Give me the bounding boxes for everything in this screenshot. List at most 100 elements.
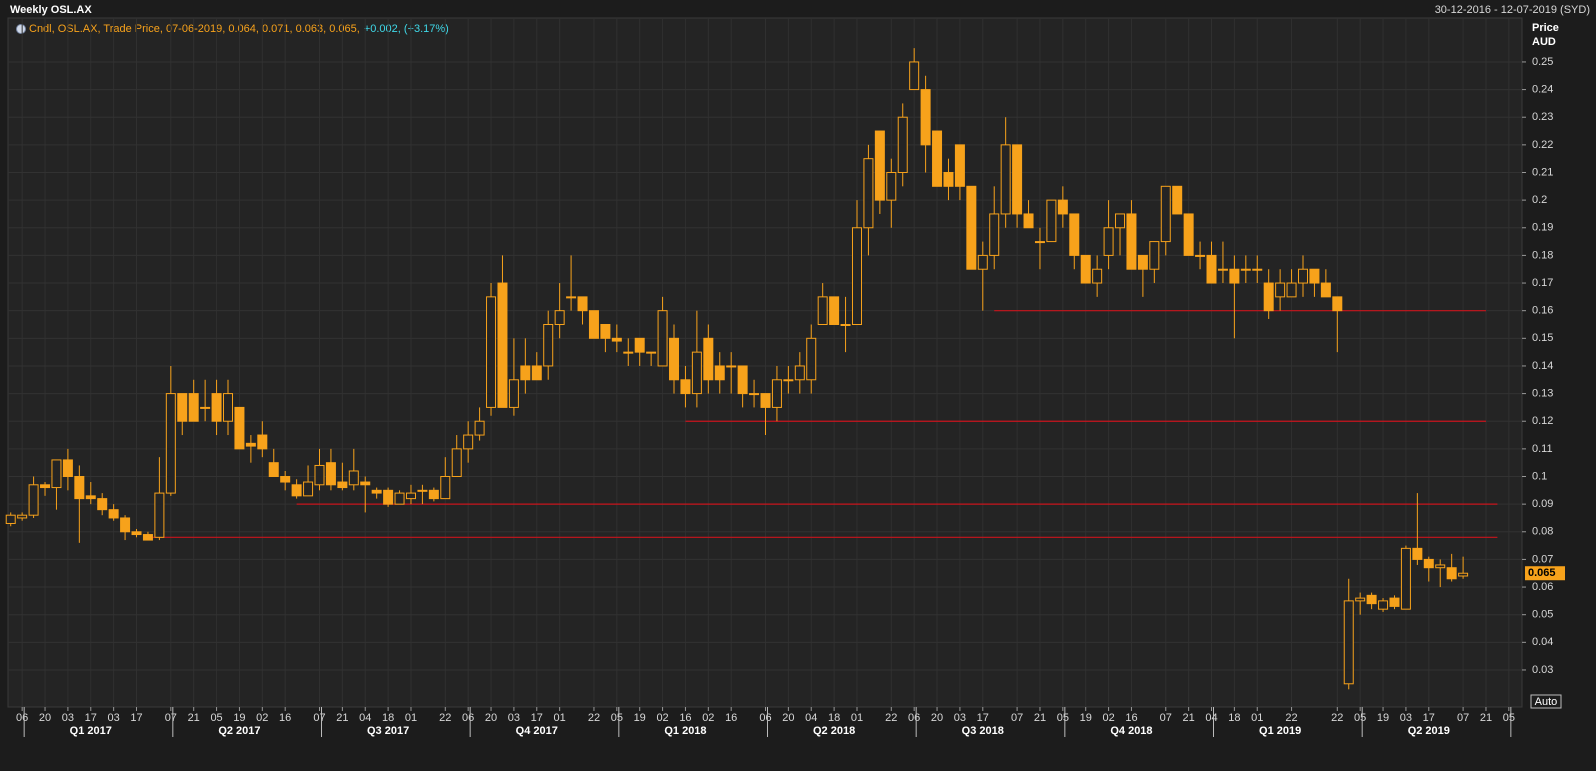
candle-body [863, 158, 874, 229]
candle-body [1172, 185, 1183, 215]
candle-body [394, 492, 405, 505]
candle-body [886, 171, 897, 201]
x-tick-label: 20 [485, 712, 497, 724]
candle-body [348, 470, 359, 486]
candle-body [771, 379, 782, 408]
candle-body [200, 406, 211, 409]
x-tick-label: 04 [805, 712, 817, 724]
candle-body [314, 464, 325, 486]
x-tick-label: 17 [130, 712, 142, 724]
x-tick-label: 03 [62, 712, 74, 724]
candle-body [120, 517, 131, 533]
candle-body [405, 492, 416, 500]
y-tick-label: 0.12 [1532, 415, 1553, 427]
x-tick-label: 21 [1034, 712, 1046, 724]
y-tick-label: 0.08 [1532, 526, 1553, 538]
candle-body [1355, 597, 1366, 602]
quarter-label: Q2 2018 [813, 725, 855, 737]
quarter-label: Q1 2019 [1259, 725, 1301, 737]
candle-body [108, 509, 119, 519]
x-tick-label: 01 [851, 712, 863, 724]
candle-body [1149, 241, 1160, 270]
y-tick-label: 0.17 [1532, 277, 1553, 289]
candle-body [703, 337, 714, 381]
candle-body [1000, 144, 1011, 215]
candle-body [74, 476, 85, 500]
y-tick-label: 0.13 [1532, 387, 1553, 399]
candle-body [1252, 268, 1263, 271]
candle-body [1343, 600, 1354, 685]
x-tick-label: 21 [188, 712, 200, 724]
candle-body [1275, 282, 1286, 298]
candle-body [440, 476, 451, 500]
candle-body [268, 462, 279, 478]
candle-body [371, 489, 382, 494]
x-tick-label: 06 [908, 712, 920, 724]
x-tick-label: 02 [702, 712, 714, 724]
x-tick-label: 19 [1377, 712, 1389, 724]
candle-body [966, 185, 977, 270]
x-tick-label: 21 [1480, 712, 1492, 724]
x-tick-label: 20 [39, 712, 51, 724]
candle-body [543, 323, 554, 367]
x-tick-label: 17 [85, 712, 97, 724]
candle-body [737, 365, 748, 395]
candle-body [97, 498, 108, 511]
y-tick-label: 0.23 [1532, 111, 1553, 123]
x-tick-label: 02 [656, 712, 668, 724]
candle-body [1034, 241, 1045, 244]
candle-body [291, 484, 302, 497]
candle-body [1137, 254, 1148, 270]
quarter-label: Q2 2017 [218, 725, 260, 737]
x-tick-label: 16 [279, 712, 291, 724]
candle-body [1240, 268, 1251, 271]
candle-body [817, 296, 828, 325]
y-axis-label: Price [1532, 22, 1559, 34]
candle-body [1400, 547, 1411, 610]
x-tick-label: 22 [1331, 712, 1343, 724]
candle-body [840, 323, 851, 326]
candle-body [154, 492, 165, 538]
legend-text: Cndl, OSL.AX, Trade Price, 07-06-2019, 0… [29, 23, 360, 35]
candle-body [531, 365, 542, 381]
auto-button-label[interactable]: Auto [1535, 696, 1558, 708]
candle-body [520, 365, 531, 381]
candle-body [325, 462, 336, 486]
candle-body [40, 484, 51, 489]
x-tick-label: 22 [1285, 712, 1297, 724]
y-tick-label: 0.07 [1532, 553, 1553, 565]
candle-body [851, 227, 862, 325]
candle-body [1069, 213, 1080, 256]
candle-body [17, 514, 28, 519]
candle-body [497, 282, 508, 408]
y-tick-label: 0.2 [1532, 194, 1547, 206]
y-tick-label: 0.16 [1532, 305, 1553, 317]
quarter-label: Q2 2019 [1408, 725, 1450, 737]
candle-body [451, 448, 462, 478]
x-tick-label: 03 [108, 712, 120, 724]
x-tick-label: 20 [782, 712, 794, 724]
x-tick-label: 18 [1228, 712, 1240, 724]
y-tick-label: 0.21 [1532, 166, 1553, 178]
x-tick-label: 16 [1125, 712, 1137, 724]
candle-body [1423, 558, 1434, 569]
x-tick-label: 17 [977, 712, 989, 724]
y-tick-label: 0.19 [1532, 222, 1553, 234]
candle-body [600, 323, 611, 339]
candle-body [257, 434, 268, 450]
y-tick-label: 0.22 [1532, 139, 1553, 151]
x-tick-label: 22 [885, 712, 897, 724]
x-tick-label: 03 [508, 712, 520, 724]
auto-button[interactable] [1530, 694, 1562, 709]
x-tick-label: 05 [1354, 712, 1366, 724]
candle-body [1217, 268, 1228, 271]
x-tick-label: 18 [382, 712, 394, 724]
candle-body [303, 481, 314, 497]
x-tick-label: 01 [1251, 712, 1263, 724]
candle-body [188, 393, 199, 422]
candle-body [383, 489, 394, 505]
y-tick-label: 0.18 [1532, 249, 1553, 261]
date-range: 30-12-2016 - 12-07-2019 (SYD) [1435, 4, 1590, 16]
x-tick-label: 04 [1205, 712, 1217, 724]
quarter-label: Q4 2017 [516, 725, 558, 737]
